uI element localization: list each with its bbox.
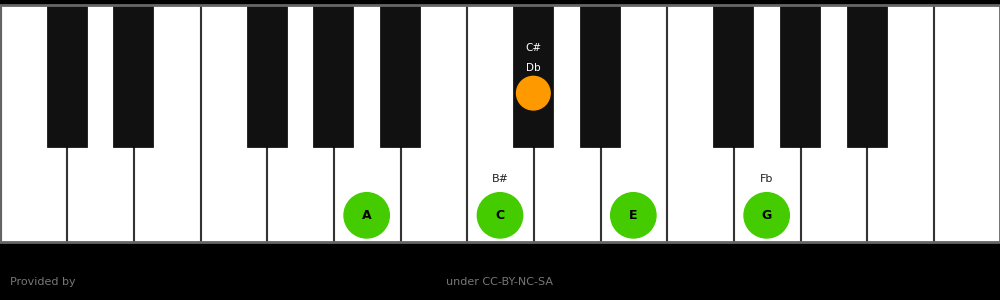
Bar (513, 5, 553, 147)
Bar (200, 5, 266, 242)
Circle shape (477, 193, 523, 238)
Bar (934, 5, 1000, 242)
Text: C: C (495, 209, 505, 222)
Bar (734, 5, 800, 242)
Bar (400, 5, 466, 242)
Circle shape (517, 76, 550, 110)
Text: A: A (362, 209, 371, 222)
Circle shape (744, 193, 789, 238)
Text: Provided by: Provided by (10, 277, 76, 287)
Bar (713, 5, 753, 147)
Bar (800, 5, 866, 242)
Circle shape (344, 193, 389, 238)
Text: G: G (762, 209, 772, 222)
Bar (600, 5, 666, 242)
Bar (0, 5, 1000, 242)
Bar (580, 5, 620, 147)
Bar (67, 5, 133, 242)
Bar (780, 5, 820, 147)
Text: C#: C# (525, 43, 541, 53)
Bar (847, 5, 887, 147)
Bar (334, 5, 400, 242)
Circle shape (611, 193, 656, 238)
Text: E: E (629, 209, 638, 222)
Bar (247, 5, 287, 147)
Bar (267, 5, 333, 242)
Bar (380, 5, 420, 147)
Text: Db: Db (526, 63, 541, 73)
Bar (667, 5, 733, 242)
Bar (534, 5, 600, 242)
Bar (0, 5, 66, 242)
Bar (467, 5, 533, 242)
Bar (313, 5, 353, 147)
Text: under CC-BY-NC-SA: under CC-BY-NC-SA (446, 277, 554, 287)
Bar (113, 5, 153, 147)
Text: Fb: Fb (760, 174, 773, 184)
Bar (867, 5, 933, 242)
Bar (47, 5, 87, 147)
Bar (134, 5, 200, 242)
Text: B#: B# (492, 174, 509, 184)
